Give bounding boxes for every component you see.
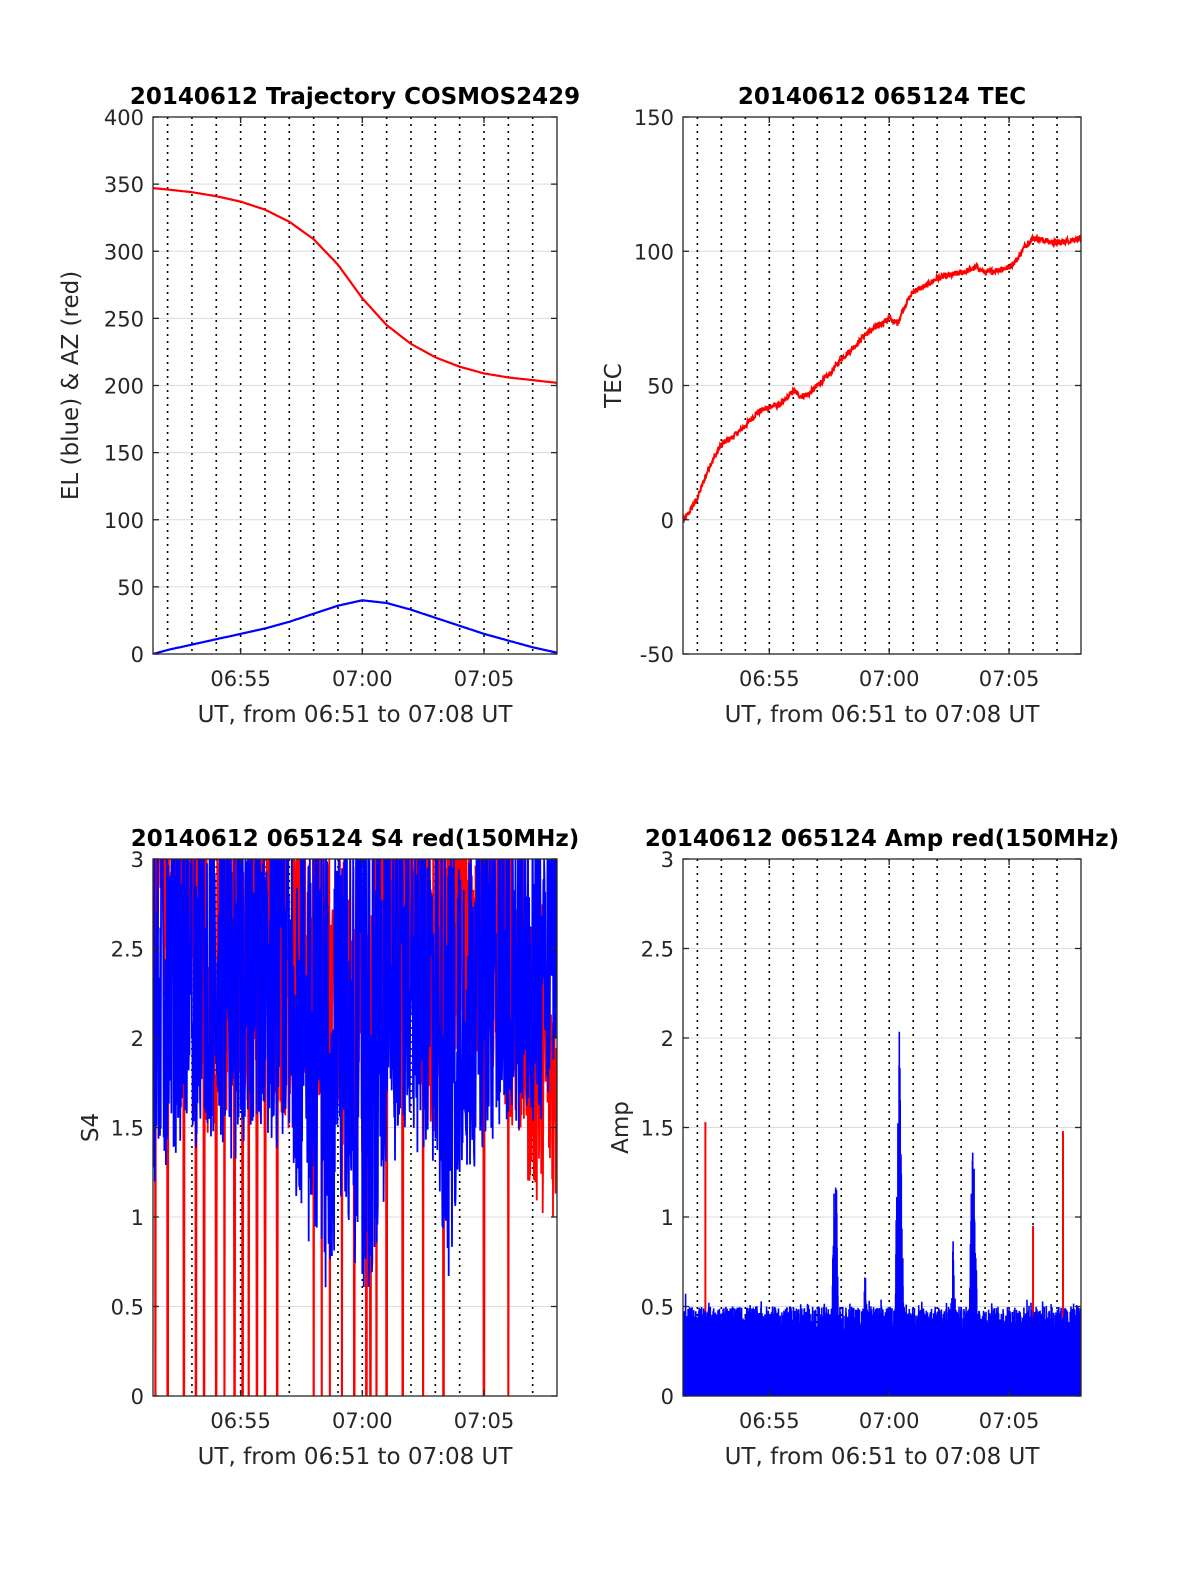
- y-axis-label: TEC: [601, 363, 627, 409]
- x-tick-label: 07:00: [859, 1409, 920, 1433]
- y-axis-label: Amp: [608, 1101, 634, 1154]
- x-tick-label: 07:05: [979, 1409, 1040, 1433]
- y-tick-label: 0: [131, 643, 144, 667]
- y-tick-label: 0.5: [111, 1296, 144, 1320]
- chart-amp: 0 0.5 1 1.5 2 2.5 3 06:55 07:00 07:05 20140612 065…: [608, 826, 1119, 1470]
- x-tick-label: 06:55: [739, 1409, 800, 1433]
- series-tec-0: [683, 233, 1081, 523]
- y-tick-label: 350: [104, 173, 144, 197]
- y-axis-label: EL (blue) & AZ (red): [58, 271, 84, 500]
- plot-area-amp: [683, 1031, 1081, 1396]
- y-tick-label: -50: [640, 643, 674, 667]
- x-tick-label: 07:00: [859, 667, 920, 691]
- y-tick-label: 0: [131, 1385, 144, 1409]
- x-axis-label: UT, from 06:51 to 07:08 UT: [198, 1444, 514, 1470]
- y-tick-label: 250: [104, 307, 144, 331]
- x-axis-label: UT, from 06:51 to 07:08 UT: [725, 702, 1041, 728]
- x-axis-label: UT, from 06:51 to 07:08 UT: [725, 1444, 1041, 1470]
- chart-tec: -50 0 50 100 150 06:55 07:00 07:05 20140612 0651…: [601, 84, 1082, 728]
- y-tick-label: 400: [104, 106, 144, 130]
- plot-area-traj: [153, 187, 557, 654]
- y-tick-label: 3: [661, 848, 674, 872]
- x-tick-label: 07:05: [454, 1409, 515, 1433]
- chart-title: 20140612 Trajectory COSMOS2429: [130, 84, 580, 110]
- y-tick-label: 150: [104, 442, 144, 466]
- x-tick-label: 07:05: [979, 667, 1040, 691]
- chart-title: 20140612 065124 Amp red(150MHz): [645, 826, 1119, 852]
- y-tick-label: 150: [634, 106, 674, 130]
- x-tick-label: 07:00: [332, 1409, 393, 1433]
- series-traj-0: [153, 187, 557, 384]
- y-tick-label: 0: [661, 509, 674, 533]
- chart-title: 20140612 065124 TEC: [738, 84, 1026, 110]
- chart-title: 20140612 065124 S4 red(150MHz): [131, 826, 580, 852]
- plot-area-tec: [683, 233, 1081, 523]
- chart-traj: 0 50 100 150 200 250 300 350 400 06:55 07:00 07:05 2…: [58, 84, 580, 728]
- plot-area-s4: [153, 859, 557, 1396]
- x-tick-label: 06:55: [210, 1409, 271, 1433]
- series-amp-1: [683, 1031, 1081, 1396]
- y-tick-label: 300: [104, 240, 144, 264]
- y-tick-label: 1: [661, 1206, 674, 1230]
- y-tick-label: 2.5: [641, 938, 674, 962]
- x-tick-label: 07:05: [454, 667, 515, 691]
- y-tick-label: 100: [634, 240, 674, 264]
- y-tick-label: 1.5: [111, 1117, 144, 1141]
- series-s4-1: [153, 859, 557, 1288]
- series-traj-1: [153, 599, 557, 654]
- y-tick-label: 100: [104, 509, 144, 533]
- x-tick-label: 07:00: [332, 667, 393, 691]
- y-tick-label: 50: [647, 375, 674, 399]
- x-tick-label: 06:55: [210, 667, 271, 691]
- y-tick-label: 2.5: [111, 938, 144, 962]
- chart-s4: 0 0.5 1 1.5 2 2.5 3 06:55 07:00 07:05 20140612 065…: [78, 826, 580, 1470]
- y-tick-label: 0.5: [641, 1296, 674, 1320]
- x-tick-label: 06:55: [739, 667, 800, 691]
- x-axis-label: UT, from 06:51 to 07:08 UT: [198, 702, 514, 728]
- y-tick-label: 2: [131, 1027, 144, 1051]
- y-tick-label: 200: [104, 375, 144, 399]
- y-tick-label: 0: [661, 1385, 674, 1409]
- y-tick-label: 50: [117, 576, 144, 600]
- y-tick-label: 1.5: [641, 1117, 674, 1141]
- y-axis-label: S4: [78, 1113, 104, 1142]
- y-tick-label: 2: [661, 1027, 674, 1051]
- y-tick-label: 3: [131, 848, 144, 872]
- y-tick-label: 1: [131, 1206, 144, 1230]
